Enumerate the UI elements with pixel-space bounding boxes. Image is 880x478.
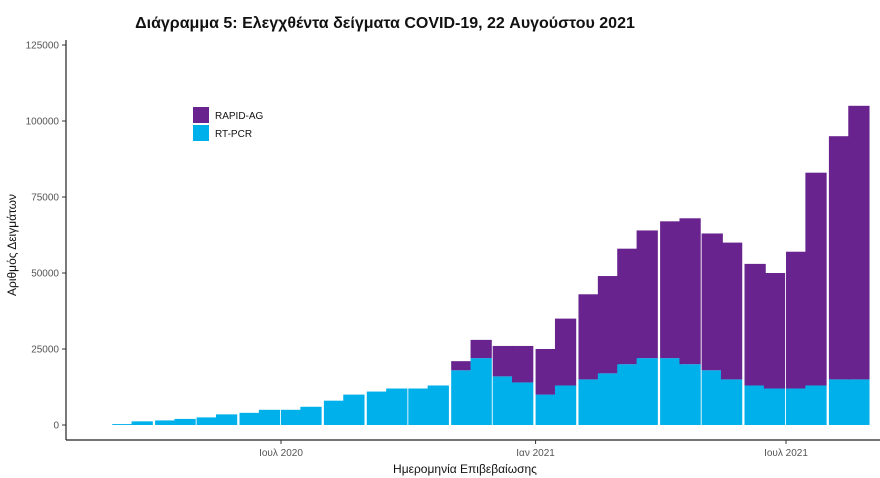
bar-rapid-ag — [679, 218, 701, 365]
bar-rt-pcr — [131, 421, 153, 425]
bar-rt-pcr — [828, 379, 851, 425]
bar-rapid-ag — [597, 276, 620, 374]
bar-rapid-ag — [828, 136, 851, 380]
bar-rt-pcr — [617, 364, 639, 425]
bar-rt-pcr — [744, 385, 766, 425]
bar-rt-pcr — [786, 388, 808, 425]
legend-label-rapid-ag: RAPID-AG — [215, 111, 264, 122]
bar-rt-pcr — [597, 373, 620, 425]
bar-rt-pcr — [239, 412, 261, 425]
bar-rt-pcr — [492, 376, 514, 425]
bar-rapid-ag — [636, 230, 658, 359]
bar-rt-pcr — [155, 420, 177, 425]
bar-rapid-ag — [451, 361, 473, 371]
bar-rt-pcr — [386, 388, 408, 425]
bar-rapid-ag — [512, 345, 534, 383]
bar-rt-pcr — [215, 414, 238, 425]
bar-rt-pcr — [427, 385, 449, 425]
bar-rt-pcr — [679, 364, 701, 425]
bar-rt-pcr — [848, 379, 870, 425]
bar-rt-pcr — [112, 424, 134, 425]
x-ticks: Ιουλ 2020 Ιαν 2021 Ιουλ 2021 — [259, 440, 808, 459]
legend-swatch-rapid-ag — [193, 107, 209, 123]
legend-swatch-rt-pcr — [193, 125, 209, 141]
bar-rt-pcr — [470, 358, 492, 425]
bar-rapid-ag — [701, 233, 723, 371]
bar-rt-pcr — [281, 409, 303, 425]
bar-rt-pcr — [535, 394, 557, 425]
bar-rt-pcr — [174, 418, 196, 425]
bar-rt-pcr — [323, 400, 346, 425]
bar-rt-pcr — [636, 358, 658, 425]
legend: RAPID-AG RT-PCR — [193, 107, 264, 141]
bar-rt-pcr — [451, 370, 473, 425]
bar-rapid-ag — [617, 248, 639, 365]
bar-rt-pcr — [720, 379, 743, 425]
bar-rapid-ag — [805, 172, 827, 386]
y-axis-label: Αριθμός Δειγμάτων — [5, 194, 19, 296]
bar-rt-pcr — [554, 385, 577, 425]
bar-rt-pcr — [258, 409, 281, 425]
bar-rt-pcr — [366, 391, 389, 425]
legend-label-rt-pcr: RT-PCR — [215, 129, 252, 140]
bar-rapid-ag — [744, 263, 766, 386]
y-ticks: 0 25000 50000 75000 100000 125000 — [26, 41, 66, 432]
y-tick-label: 125000 — [26, 41, 60, 52]
bar-rapid-ag — [720, 242, 743, 380]
bar-rt-pcr — [408, 388, 430, 425]
bar-rt-pcr — [196, 417, 218, 425]
bar-rt-pcr — [763, 388, 786, 425]
x-tick-label: Ιουλ 2020 — [259, 448, 303, 459]
bar-rapid-ag — [535, 349, 557, 395]
bar-rt-pcr — [578, 379, 600, 425]
bar-rapid-ag — [848, 105, 870, 380]
bar-rt-pcr — [701, 370, 723, 425]
bar-rt-pcr — [512, 382, 534, 425]
x-tick-label: Ιαν 2021 — [516, 448, 555, 459]
bar-rt-pcr — [660, 358, 682, 425]
bar-rapid-ag — [786, 251, 808, 389]
bar-rapid-ag — [470, 339, 492, 359]
bar-rapid-ag — [660, 221, 682, 359]
y-tick-label: 50000 — [31, 269, 59, 280]
bar-rapid-ag — [554, 318, 577, 386]
x-axis-label: Ημερομηνία Επιβεβαίωσης — [393, 462, 537, 476]
x-tick-label: Ιουλ 2021 — [764, 448, 808, 459]
bar-rapid-ag — [763, 273, 786, 389]
y-tick-label: 75000 — [31, 193, 59, 204]
bar-rapid-ag — [492, 345, 514, 377]
chart-title: Διάγραμμα 5: Ελεγχθέντα δείγματα COVID-1… — [135, 15, 635, 32]
bar-rt-pcr — [805, 385, 827, 425]
bar-rt-pcr — [300, 406, 322, 425]
bar-rt-pcr — [343, 394, 365, 425]
y-tick-label: 25000 — [31, 345, 59, 356]
bar-rapid-ag — [578, 294, 600, 380]
y-tick-label: 100000 — [26, 117, 60, 128]
y-tick-label: 0 — [53, 421, 59, 432]
bars-group — [112, 105, 870, 425]
